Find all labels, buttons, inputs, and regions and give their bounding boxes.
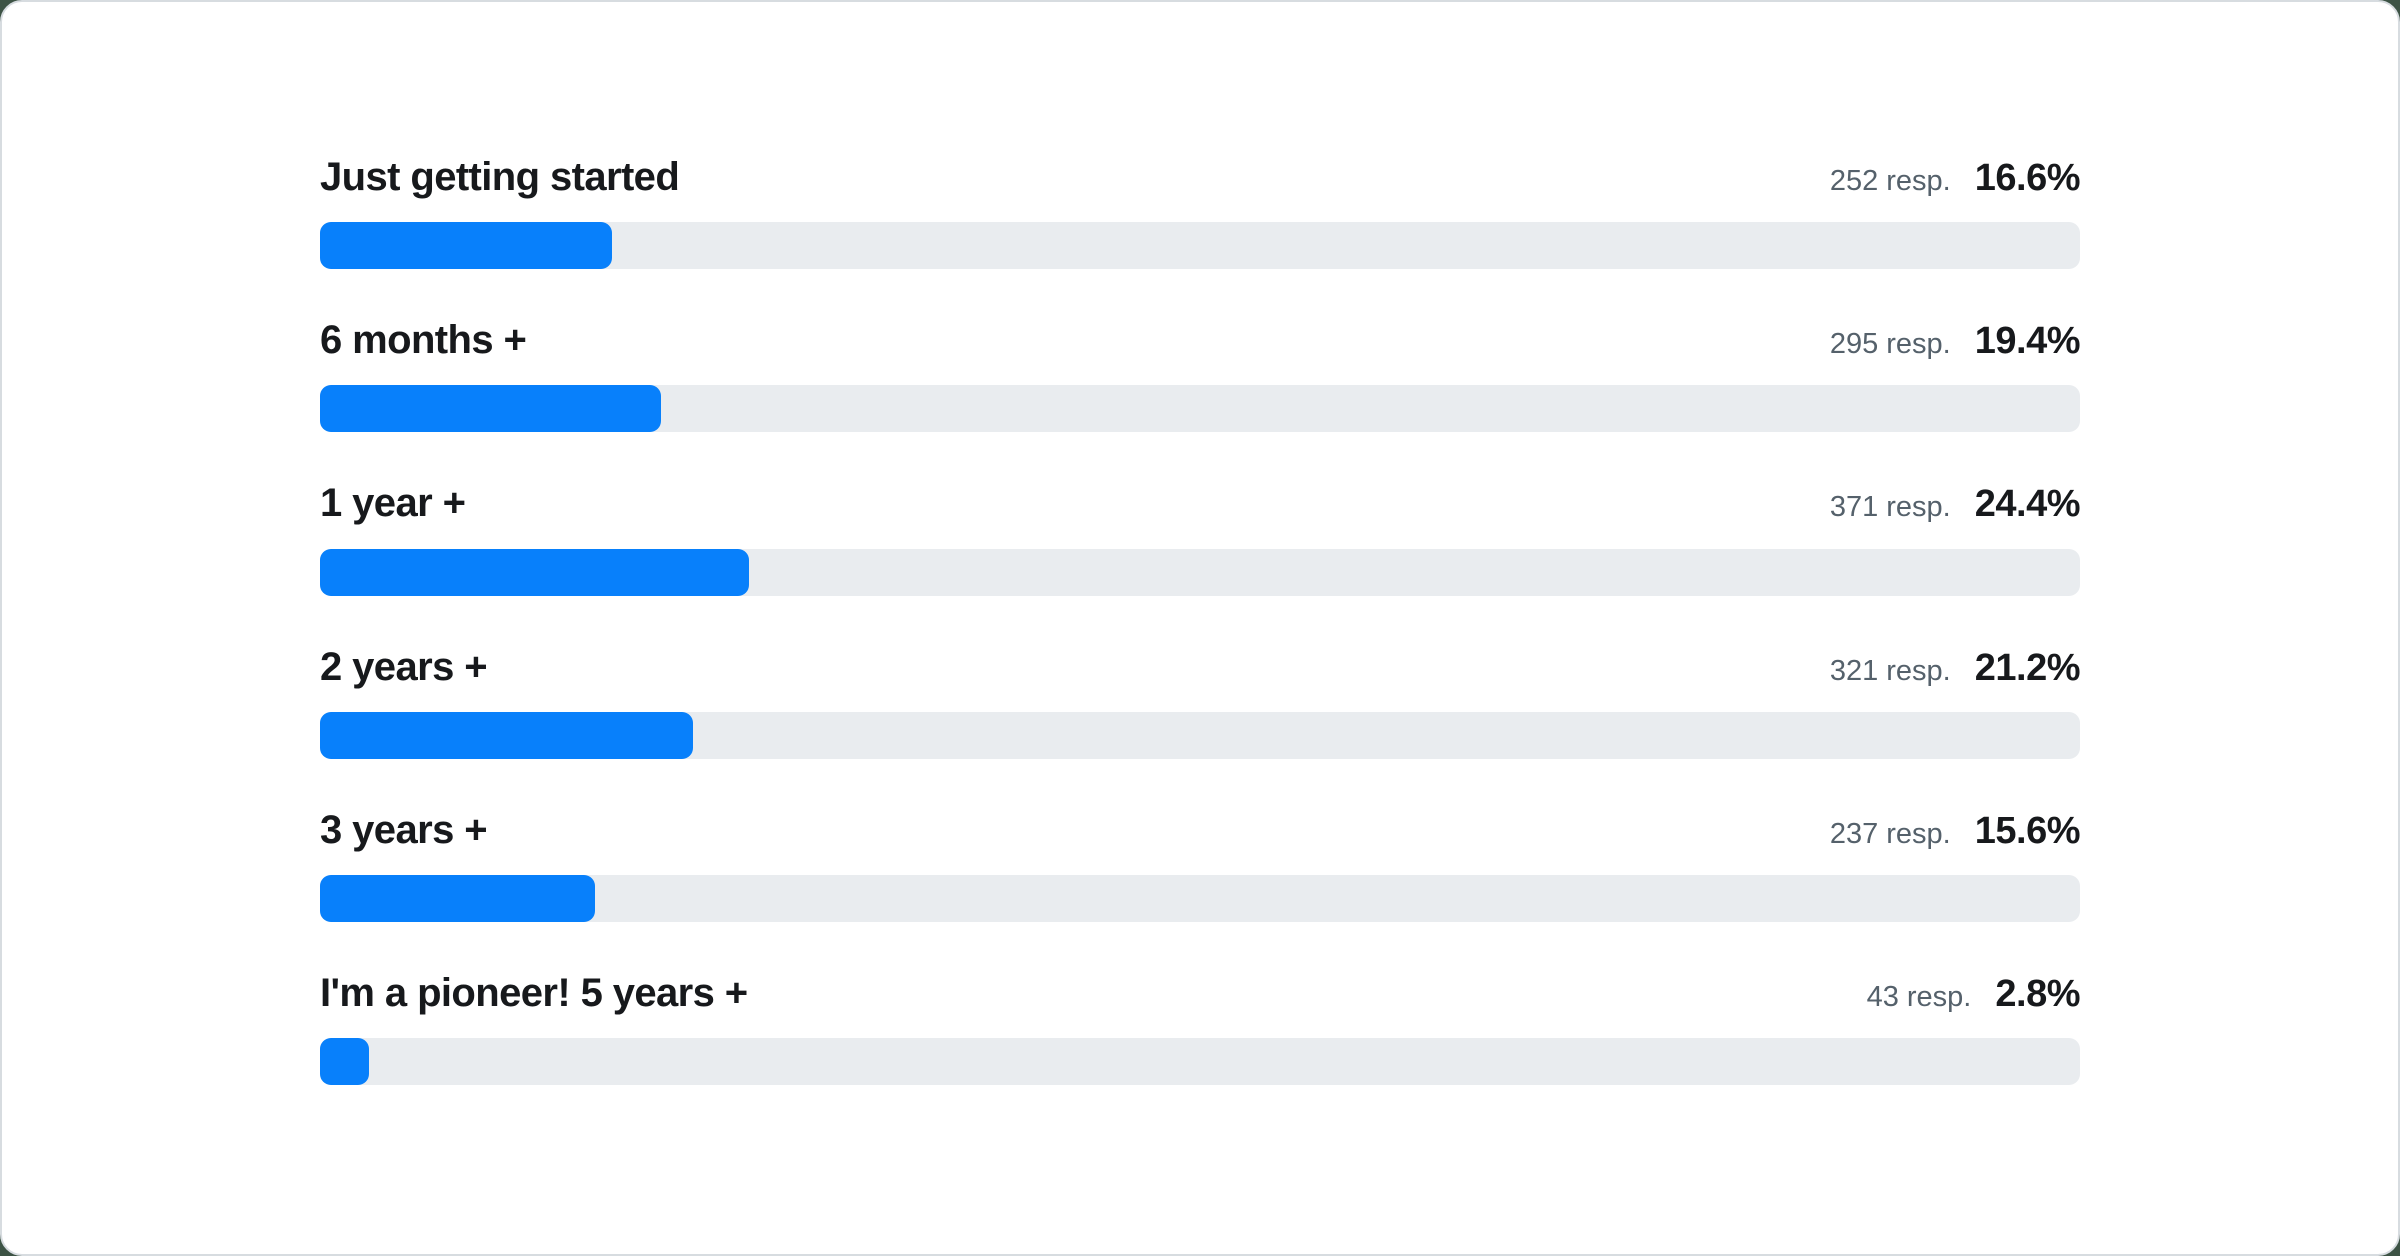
bar-track <box>320 222 2080 270</box>
bar-track <box>320 874 2080 922</box>
poll-result-row: I'm a pioneer! 5 years + 43 resp. 2.8% <box>320 970 2080 1086</box>
row-meta: 252 resp. 16.6% <box>1829 156 2081 201</box>
row-meta: 321 resp. 21.2% <box>1829 646 2081 691</box>
row-header: 6 months + 295 resp. 19.4% <box>320 317 2081 364</box>
poll-result-row: 2 years + 321 resp. 21.2% <box>320 644 2081 759</box>
poll-result-row: 6 months + 295 resp. 19.4% <box>320 317 2081 433</box>
bar-fill <box>320 874 595 922</box>
response-count: 43 resp. <box>1866 980 1972 1013</box>
poll-result-row: 1 year + 371 resp. 24.4% <box>320 480 2081 596</box>
row-header: 1 year + 371 resp. 24.4% <box>320 480 2081 527</box>
percentage-value: 19.4% <box>1974 320 2081 363</box>
percentage-value: 15.6% <box>1974 809 2081 852</box>
percentage-value: 21.2% <box>1974 646 2081 689</box>
option-label: I'm a pioneer! 5 years + <box>320 970 748 1015</box>
option-label: 2 years + <box>320 644 488 689</box>
poll-results-list: Just getting started 252 resp. 16.6% 6 m… <box>2 2 2398 1086</box>
response-count: 295 resp. <box>1829 328 1951 361</box>
row-header: Just getting started 252 resp. 16.6% <box>320 154 2081 201</box>
bar-track <box>320 1038 2080 1086</box>
bar-track <box>320 711 2080 759</box>
row-meta: 43 resp. 2.8% <box>1866 972 2081 1017</box>
percentage-value: 24.4% <box>1974 483 2081 526</box>
poll-result-row: Just getting started 252 resp. 16.6% <box>320 154 2081 270</box>
poll-result-row: 3 years + 237 resp. 15.6% <box>320 807 2081 922</box>
option-label: 1 year + <box>320 481 466 526</box>
percentage-value: 2.8% <box>1995 972 2080 1015</box>
option-label: 3 years + <box>320 807 488 852</box>
percentage-value: 16.6% <box>1974 157 2081 199</box>
bar-fill <box>320 385 662 433</box>
bar-fill <box>320 222 613 270</box>
row-header: I'm a pioneer! 5 years + 43 resp. 2.8% <box>320 970 2080 1017</box>
bar-track <box>320 548 2080 596</box>
bar-fill <box>320 711 694 759</box>
bar-fill <box>320 548 750 596</box>
bar-fill <box>320 1038 370 1086</box>
row-meta: 237 resp. 15.6% <box>1829 809 2081 854</box>
bar-track <box>320 385 2080 433</box>
row-meta: 371 resp. 24.4% <box>1829 482 2081 527</box>
option-label: 6 months + <box>320 318 527 363</box>
response-count: 237 resp. <box>1829 817 1951 850</box>
row-header: 2 years + 321 resp. 21.2% <box>320 644 2081 691</box>
row-meta: 295 resp. 19.4% <box>1829 319 2081 364</box>
option-label: Just getting started <box>320 155 680 199</box>
response-count: 321 resp. <box>1829 654 1951 687</box>
row-header: 3 years + 237 resp. 15.6% <box>320 807 2081 854</box>
response-count: 252 resp. <box>1829 165 1951 197</box>
response-count: 371 resp. <box>1829 491 1951 524</box>
